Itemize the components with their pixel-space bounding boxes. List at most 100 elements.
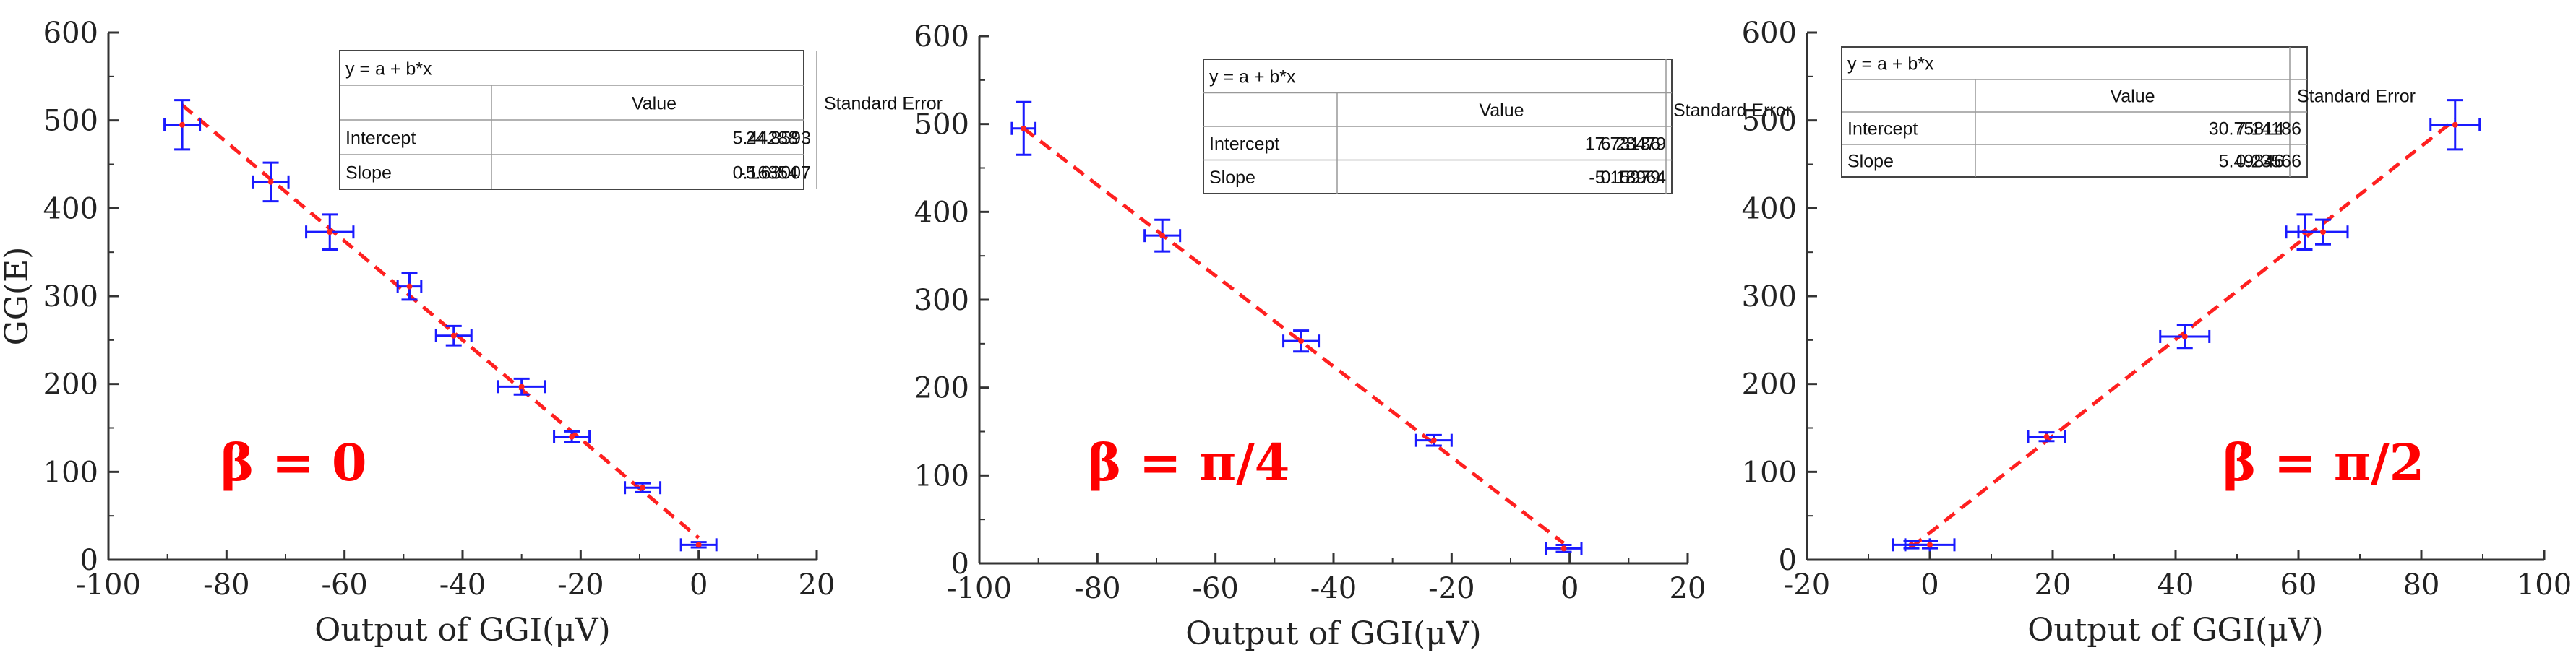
fit-intercept-error: 5.44288 [733, 129, 798, 149]
x-tick-label: -20 [1428, 572, 1474, 605]
fit-intercept-error: 6.28479 [1601, 134, 1666, 155]
fit-formula: y = a + b*x [1847, 54, 1934, 74]
y-tick-label: 600 [914, 20, 969, 53]
y-tick-label: 300 [43, 280, 98, 313]
y-tick-label: 200 [43, 368, 98, 402]
fit-slope-error: 0.16854 [733, 163, 798, 183]
fit-intercept-error: 7.14186 [2236, 119, 2301, 139]
data-point [1545, 542, 1583, 555]
fit-slope-label: Slope [1209, 168, 1255, 188]
point-marker [2320, 229, 2326, 235]
beta-annotation: β = π/4 [1088, 433, 1289, 493]
data-point [2297, 218, 2349, 246]
fit-slope-value: -5.15979 [1589, 168, 1660, 188]
point-marker [1159, 233, 1166, 239]
fit-col-error: Standard Error [2297, 87, 2416, 107]
x-tick-label: 40 [2158, 568, 2194, 602]
point-marker [569, 433, 575, 440]
data-point [1904, 538, 1956, 552]
beta-annotation: β = 0 [220, 433, 367, 493]
y-tick-label: 400 [914, 196, 969, 229]
fit-line [181, 103, 700, 540]
point-marker [1298, 338, 1305, 345]
x-axis-title: Output of GGI(μV) [2027, 612, 2323, 649]
data-point [163, 99, 202, 151]
point-marker [518, 384, 525, 390]
y-tick-label: 100 [914, 459, 969, 493]
x-tick-label: -20 [1784, 568, 1830, 602]
x-tick-label: -60 [321, 568, 367, 602]
data-point [624, 481, 662, 495]
fit-slope-value: 5.49846 [2219, 152, 2284, 172]
fit-intercept-label: Intercept [1209, 134, 1279, 155]
x-tick-label: 80 [2403, 568, 2440, 602]
fit-results-table: y = a + b*x Value Standard Error Intercept 3… [1841, 46, 2416, 178]
point-marker [695, 542, 702, 548]
fit-formula: y = a + b*x [345, 59, 432, 79]
x-tick-label: -40 [439, 568, 486, 602]
fit-intercept-value: 30.75814 [2209, 119, 2284, 139]
fit-intercept-value: 17.73136 [1585, 134, 1660, 155]
fit-slope-label: Slope [345, 163, 392, 183]
y-tick-label: 400 [43, 192, 98, 225]
x-tick-label: 60 [2280, 568, 2317, 602]
fit-slope-label: Slope [1847, 152, 1894, 172]
fit-line [1022, 126, 1566, 545]
fit-intercept-value: 24.8593 [746, 129, 811, 149]
y-tick-label: 100 [43, 456, 98, 489]
x-tick-label: 100 [2517, 568, 2572, 602]
point-marker [179, 121, 186, 128]
x-tick-label: -100 [76, 568, 141, 602]
data-point [497, 377, 546, 396]
point-marker [2043, 433, 2050, 440]
data-point [1010, 100, 1037, 156]
point-marker [2181, 333, 2188, 339]
data-point [679, 538, 718, 552]
point-marker [450, 332, 457, 339]
x-tick-label: 20 [799, 568, 836, 602]
chart-panel-3: -20 0 20 40 60 80 1000100200300400500600Output… [1742, 17, 2572, 649]
fit-slope-error: 0.23566 [2236, 152, 2301, 172]
point-marker [1021, 125, 1027, 131]
fit-line [1910, 118, 2457, 549]
y-tick-label: 600 [43, 17, 98, 50]
y-tick-label: 500 [1742, 105, 1797, 138]
fit-results-table: y = a + b*x Value Standard Error Intercept 1… [1203, 59, 1792, 194]
x-tick-label: -20 [557, 568, 604, 602]
y-tick-label: 300 [914, 284, 969, 317]
y-tick-label: 600 [1742, 17, 1797, 50]
point-marker [267, 178, 274, 185]
x-tick-label: -100 [947, 572, 1012, 605]
fit-col-value: Value [632, 94, 677, 114]
y-tick-label: 0 [80, 544, 98, 577]
data-point [252, 161, 290, 203]
x-tick-label: 0 [1560, 572, 1579, 605]
y-tick-label: 200 [1742, 368, 1797, 402]
point-marker [640, 485, 646, 491]
data-point [2429, 99, 2481, 151]
data-point [305, 213, 355, 251]
x-axis-title: Output of GGI(μV) [314, 612, 610, 649]
data-point [2159, 324, 2211, 350]
fit-intercept-label: Intercept [345, 129, 416, 149]
x-tick-label: 20 [1670, 572, 1706, 605]
y-tick-label: 500 [43, 105, 98, 138]
x-tick-label: -80 [1074, 572, 1120, 605]
y-tick-label: 100 [1742, 456, 1797, 489]
fit-formula: y = a + b*x [1209, 67, 1296, 87]
y-tick-label: 300 [1742, 280, 1797, 313]
x-tick-label: -40 [1310, 572, 1357, 605]
fit-col-value: Value [1479, 100, 1524, 121]
x-tick-label: -80 [203, 568, 249, 602]
point-marker [1927, 542, 1933, 548]
y-tick-label: 200 [914, 372, 969, 405]
x-tick-label: 0 [690, 568, 708, 602]
data-point [1143, 218, 1182, 253]
data-point [1282, 329, 1321, 353]
fit-col-value: Value [2110, 87, 2155, 107]
y-tick-label: 0 [951, 547, 969, 581]
fit-col-error: Standard Error [824, 94, 943, 114]
beta-annotation: β = π/2 [2223, 433, 2424, 493]
data-point [553, 430, 591, 443]
